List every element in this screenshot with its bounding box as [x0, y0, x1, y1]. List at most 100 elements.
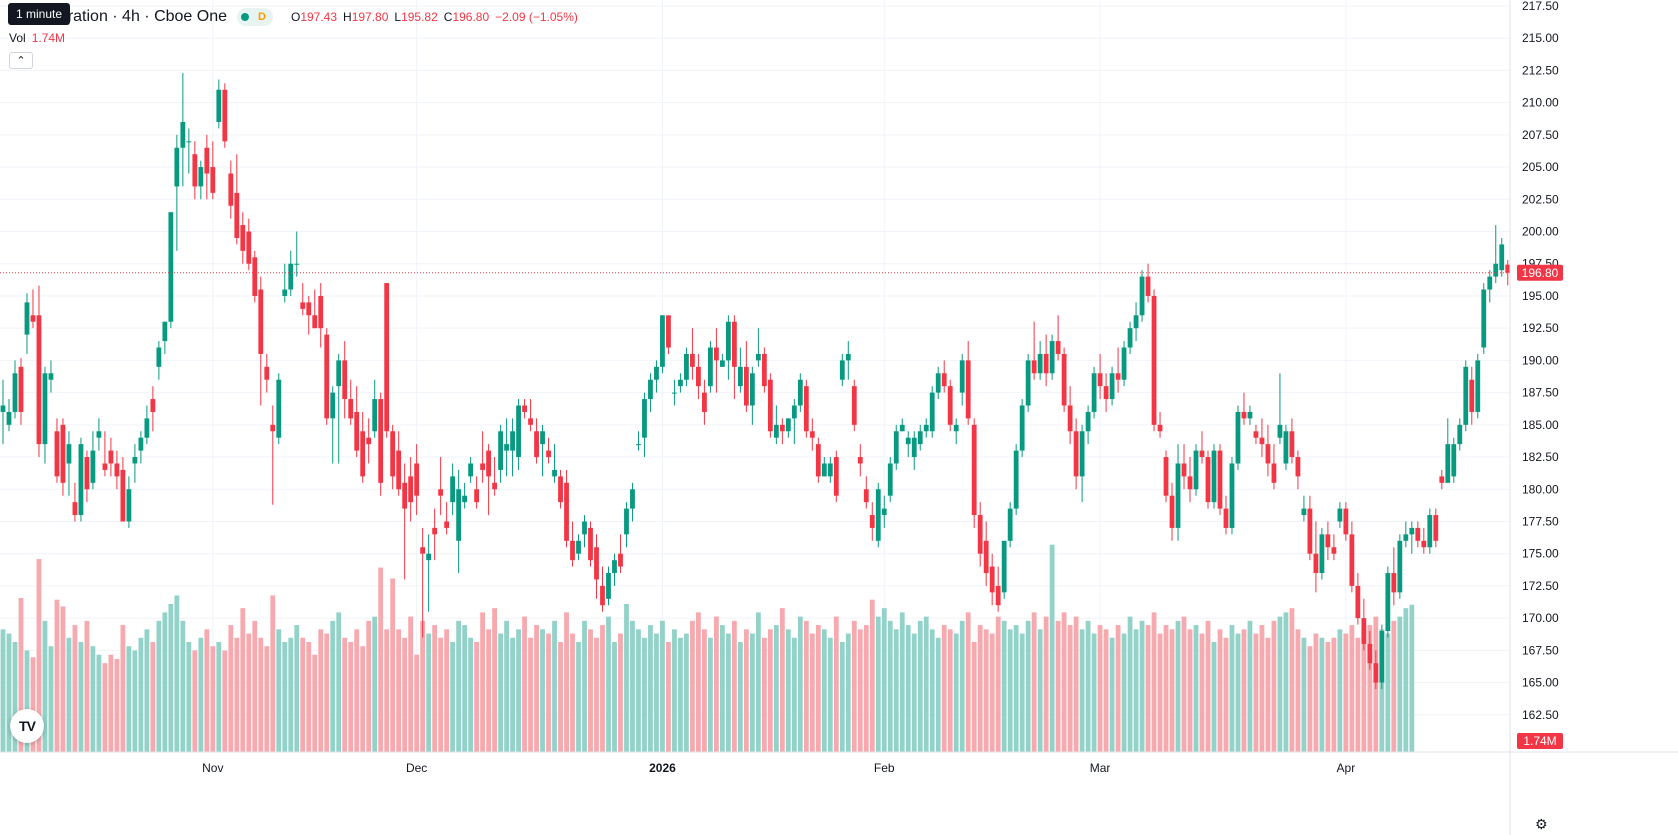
candle: [1061, 347, 1067, 412]
volume-bar: [414, 654, 420, 752]
candle: [456, 469, 462, 574]
volume-bar: [923, 616, 929, 752]
volume-bar: [749, 633, 755, 752]
candle-body: [1259, 437, 1265, 445]
candle-body: [54, 431, 60, 477]
candle: [336, 353, 342, 464]
volume-bar: [480, 612, 485, 752]
collapse-legend-button[interactable]: ⌃: [9, 52, 33, 69]
price-tick-label: 215.00: [1522, 31, 1559, 45]
candle-body: [666, 315, 671, 348]
candle-body: [654, 366, 659, 380]
last-volume-tag: [1517, 733, 1563, 749]
candle-body: [114, 463, 120, 477]
candle-body: [1061, 353, 1067, 406]
candle-body: [761, 353, 767, 387]
volume-bar: [522, 616, 527, 752]
volume-bar: [1367, 625, 1373, 752]
candle: [1031, 321, 1037, 380]
volume-bar: [402, 637, 408, 752]
candle-body: [612, 560, 617, 574]
tradingview-logo[interactable]: TV: [10, 709, 44, 743]
candle-body: [24, 302, 30, 335]
candle: [168, 212, 174, 329]
candle: [1277, 373, 1283, 445]
volume-bar: [1241, 629, 1247, 752]
volume-bar: [294, 625, 300, 752]
volume-bar: [1343, 633, 1349, 752]
time-tick-label: Dec: [406, 761, 427, 775]
volume-bar: [1121, 633, 1127, 752]
candle: [1505, 259, 1511, 286]
volume-bar: [204, 629, 210, 752]
candle-body: [857, 457, 863, 464]
candle: [426, 534, 432, 612]
volume-bar: [132, 650, 138, 752]
close-label: C: [443, 10, 453, 24]
candle: [306, 295, 312, 335]
price-tick-label: 187.50: [1522, 386, 1559, 400]
candle: [947, 379, 953, 432]
volume-bar: [1145, 625, 1151, 752]
volume-bar: [845, 633, 851, 752]
price-axis[interactable]: 217.50 215.00 212.50 210.00 207.50 205.00 202.…: [1509, 0, 1563, 835]
candle: [809, 418, 815, 451]
candle: [1421, 527, 1427, 554]
candle: [935, 366, 941, 400]
candle-body: [1157, 424, 1163, 432]
candle-body: [288, 263, 294, 290]
candle: [797, 373, 803, 412]
candle: [516, 399, 521, 470]
candle: [552, 444, 557, 483]
candle: [1247, 405, 1253, 425]
candle: [618, 534, 623, 574]
candle-body: [1463, 366, 1469, 425]
candle-body: [264, 366, 270, 380]
volume-bar: [1247, 620, 1253, 752]
candle-body: [366, 437, 372, 445]
price-tick-label: 177.50: [1522, 514, 1559, 528]
candle-body: [426, 553, 432, 561]
volume-bar: [672, 629, 677, 752]
candle-body: [408, 476, 414, 503]
market-status-badge[interactable]: D: [237, 8, 273, 26]
candle: [678, 373, 683, 393]
low-label: L: [394, 10, 402, 24]
volume-bar: [468, 637, 474, 752]
time-tick-label: Mar: [1090, 761, 1111, 775]
volume-bar: [1139, 620, 1145, 752]
volume-bar: [1325, 642, 1331, 752]
candle: [30, 289, 36, 329]
candle-body: [989, 566, 995, 593]
candle: [1103, 373, 1109, 412]
candle-body: [815, 444, 821, 477]
candle: [1187, 457, 1193, 503]
candle: [210, 141, 216, 200]
gear-icon[interactable]: ⚙: [1535, 816, 1548, 832]
candle-body: [827, 463, 833, 477]
volume-bar: [684, 633, 689, 752]
candle: [1115, 347, 1121, 393]
candle-body: [708, 347, 713, 387]
candle: [833, 450, 839, 503]
candle: [366, 418, 372, 464]
candle: [1067, 386, 1073, 445]
time-axis[interactable]: Nov Dec 2026 Feb Mar Apr: [0, 751, 1678, 775]
candle-body: [228, 173, 234, 206]
volume-bar: [1061, 612, 1067, 752]
candle-body: [1409, 527, 1415, 535]
volume-bar: [582, 620, 587, 752]
candle-body: [324, 334, 330, 419]
candle: [1313, 521, 1319, 593]
candle-body: [534, 431, 539, 458]
candle: [869, 502, 875, 541]
candle-body: [720, 360, 725, 367]
candle-body: [1451, 444, 1457, 477]
candle: [1379, 624, 1385, 690]
candle: [1175, 444, 1181, 541]
candle-body: [1031, 360, 1037, 374]
volume-bar: [1055, 620, 1061, 752]
candle: [180, 73, 186, 187]
candle: [546, 437, 551, 464]
